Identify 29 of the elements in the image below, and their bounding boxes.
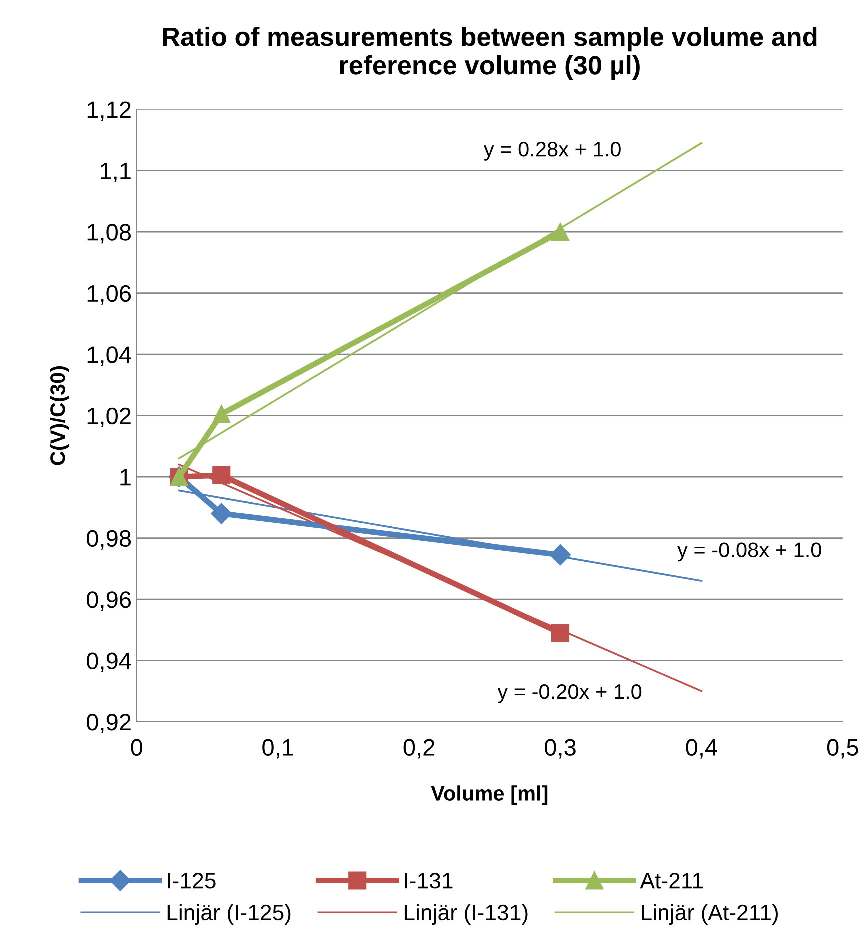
y-tick-label: 0,98 — [87, 530, 132, 550]
legend-label: At-211 — [640, 873, 703, 889]
x-tick-label: 0,5 — [827, 739, 858, 759]
legend-label: Linjär (I-125) — [168, 904, 291, 925]
y-tick-label: 1,12 — [88, 102, 131, 122]
legend-label: Linjär (At-211) — [642, 904, 778, 925]
legend-label: I-131 — [405, 873, 453, 889]
x-tick-label: 0,2 — [404, 739, 435, 759]
y-tick-label: 1,04 — [88, 346, 132, 366]
x-axis-title: Volume [ml] — [431, 786, 548, 806]
x-tick-label: 0,3 — [545, 739, 576, 759]
legend-label: Linjär (I-131) — [404, 904, 528, 925]
annotation: y = 0.28x + 1.0 — [484, 142, 621, 161]
y-tick-label: 0,92 — [87, 714, 131, 734]
y-axis-title: C(V)/C(30) — [50, 366, 70, 466]
y-tick-label: 1,02 — [88, 408, 131, 428]
y-tick-label: 0,94 — [87, 652, 132, 672]
y-tick-label: 1,1 — [101, 163, 131, 182]
y-tick-label: 1 — [120, 469, 131, 486]
y-tick-label: 0,96 — [87, 592, 132, 612]
legend-label: I-125 — [168, 873, 216, 889]
y-tick-label: 1,06 — [88, 285, 132, 305]
x-tick-label: 0,1 — [262, 739, 294, 759]
x-tick-label: 0,4 — [686, 739, 718, 759]
annotation: y = -0.20x + 1.0 — [498, 684, 642, 704]
annotation: y = -0.08x + 1.0 — [678, 542, 822, 562]
y-tick-label: 1,08 — [88, 224, 132, 244]
x-tick-label: 0 — [131, 739, 143, 756]
chart-title: Ratio of measurements between sample volume and reference volume (30 µl) — [163, 27, 817, 80]
